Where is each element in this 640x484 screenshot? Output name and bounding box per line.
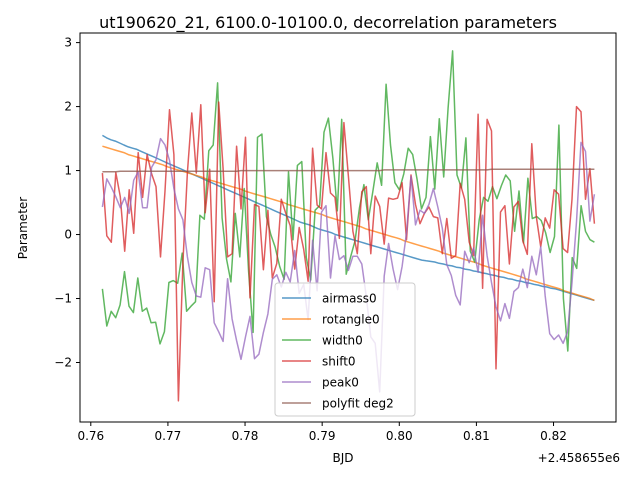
x-tick-label: 0.77 xyxy=(155,429,182,443)
y-tick-label: −1 xyxy=(54,292,72,306)
y-tick-label: 2 xyxy=(64,100,72,114)
x-tick-label: 0.80 xyxy=(386,429,413,443)
legend-label-airmass0: airmass0 xyxy=(322,292,377,306)
legend-label-width0: width0 xyxy=(322,334,363,348)
legend-label-shift0: shift0 xyxy=(322,355,356,369)
legend-label-rotangle0: rotangle0 xyxy=(322,313,380,327)
y-tick-label: 1 xyxy=(64,164,72,178)
legend-label-peak0: peak0 xyxy=(322,376,359,390)
chart-title: ut190620_21, 6100.0-10100.0, decorrelati… xyxy=(99,13,557,33)
x-axis-ticks: 0.76 0.77 0.78 0.79 0.80 0.81 0.82 xyxy=(77,422,567,443)
plot-frame xyxy=(79,32,617,423)
y-axis-ticks: −2 −1 0 1 2 3 xyxy=(54,36,80,369)
y-tick-label: 0 xyxy=(64,228,72,242)
y-tick-label: −2 xyxy=(54,355,72,369)
y-axis-label: Parameter xyxy=(16,197,30,259)
series-line-polyfit-deg2 xyxy=(102,168,595,173)
series-line-peak0 xyxy=(101,137,596,393)
legend-label-polyfit-deg2: polyfit deg2 xyxy=(322,397,394,411)
series-layer xyxy=(101,50,596,402)
x-axis-offset: +2.458655e6 xyxy=(538,451,620,465)
x-tick-label: 0.81 xyxy=(463,429,490,443)
x-tick-label: 0.78 xyxy=(232,429,259,443)
series-line-width0 xyxy=(101,50,595,352)
y-tick-label: 3 xyxy=(64,36,72,50)
x-tick-label: 0.76 xyxy=(77,429,104,443)
x-tick-label: 0.82 xyxy=(540,429,567,443)
x-axis-label: BJD xyxy=(332,451,353,465)
x-tick-label: 0.79 xyxy=(309,429,336,443)
legend: airmass0 rotangle0 width0 shift0 peak0 polyfi… xyxy=(274,282,416,417)
